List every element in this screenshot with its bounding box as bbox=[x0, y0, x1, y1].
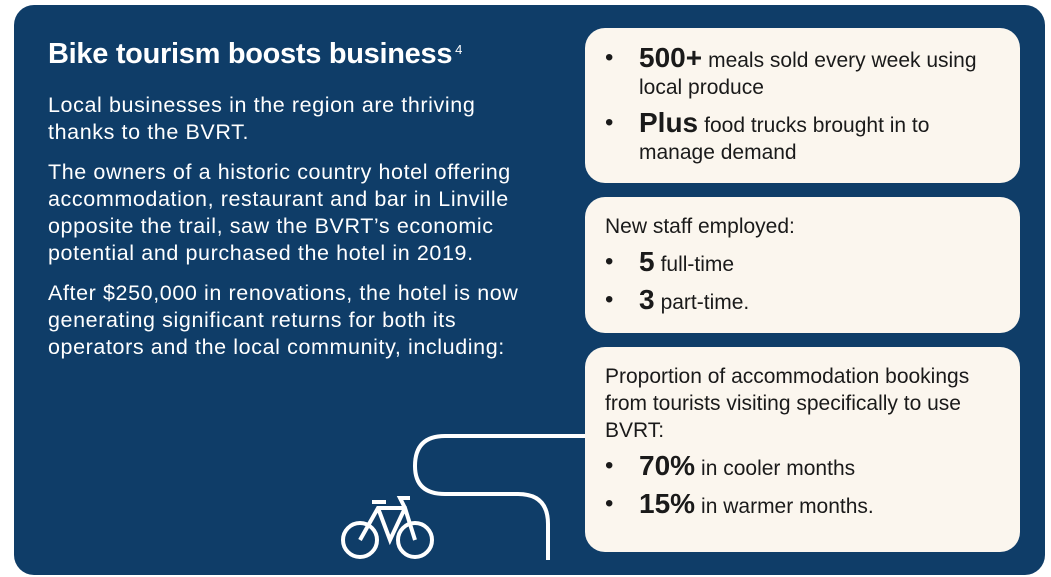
box-heading: New staff employed: bbox=[605, 215, 795, 238]
item-bold: 5 bbox=[639, 246, 655, 277]
bullet-item: • 500+ meals sold every week using local p… bbox=[605, 44, 1002, 101]
item-bold: 500+ bbox=[639, 42, 703, 73]
item-text: 500+ meals sold every week using local pr… bbox=[639, 44, 1002, 101]
paragraph: The owners of a historic country hotel o… bbox=[48, 160, 511, 265]
box-heading: Proportion of accommodation bookings fro… bbox=[605, 365, 970, 442]
bullet-item: • Plus food trucks brought in to manage de… bbox=[605, 109, 1002, 166]
item-bold: 70% bbox=[639, 450, 696, 481]
bullet-item: • 70% in cooler months bbox=[605, 452, 1002, 482]
bullet: • bbox=[605, 452, 614, 479]
item-text: Plus food trucks brought in to manage dem… bbox=[639, 109, 1002, 166]
item-bold: Plus bbox=[639, 107, 699, 138]
footnote-ref: 4 bbox=[455, 42, 463, 57]
item-text: 5 full-time bbox=[639, 248, 734, 278]
item-rest: in cooler months bbox=[701, 457, 856, 480]
bullet-item: • 3 part-time. bbox=[605, 286, 1002, 316]
bullet: • bbox=[605, 490, 614, 517]
stat-box: Proportion of accommodation bookings fro… bbox=[585, 347, 1020, 552]
item-bold: 15% bbox=[639, 488, 696, 519]
item-rest: in warmer months. bbox=[701, 495, 874, 518]
title-text: Bike tourism boosts business bbox=[48, 38, 453, 70]
item-text: 15% in warmer months. bbox=[639, 490, 874, 520]
bullet-item: • 5 full-time bbox=[605, 248, 1002, 278]
bullet: • bbox=[605, 109, 614, 136]
item-rest: food trucks brought in to manage demand bbox=[639, 114, 930, 164]
stat-box: • 500+ meals sold every week using local p… bbox=[585, 28, 1020, 183]
item-text: 70% in cooler months bbox=[639, 452, 855, 482]
title: Bike tourism boosts business 4 bbox=[48, 38, 462, 71]
bullet-item: • 15% in warmer months. bbox=[605, 490, 1002, 520]
item-text: 3 part-time. bbox=[639, 286, 749, 316]
bullet: • bbox=[605, 44, 614, 71]
paragraph: After $250,000 in renovations, the hotel… bbox=[48, 281, 519, 359]
paragraph: Local businesses in the region are thriv… bbox=[48, 93, 476, 144]
item-rest: part-time. bbox=[660, 291, 750, 314]
body-text: Local businesses in the region are thriv… bbox=[48, 92, 538, 374]
item-bold: 3 bbox=[639, 284, 655, 315]
item-rest: full-time bbox=[660, 253, 735, 276]
bullet: • bbox=[605, 286, 614, 313]
bike-icon bbox=[341, 496, 434, 559]
bullet: • bbox=[605, 248, 614, 275]
stat-box: New staff employed: • 5 full-time • 3 part-tim… bbox=[585, 197, 1020, 333]
item-rest: meals sold every week using local produc… bbox=[639, 49, 977, 99]
trail-line bbox=[412, 434, 590, 560]
